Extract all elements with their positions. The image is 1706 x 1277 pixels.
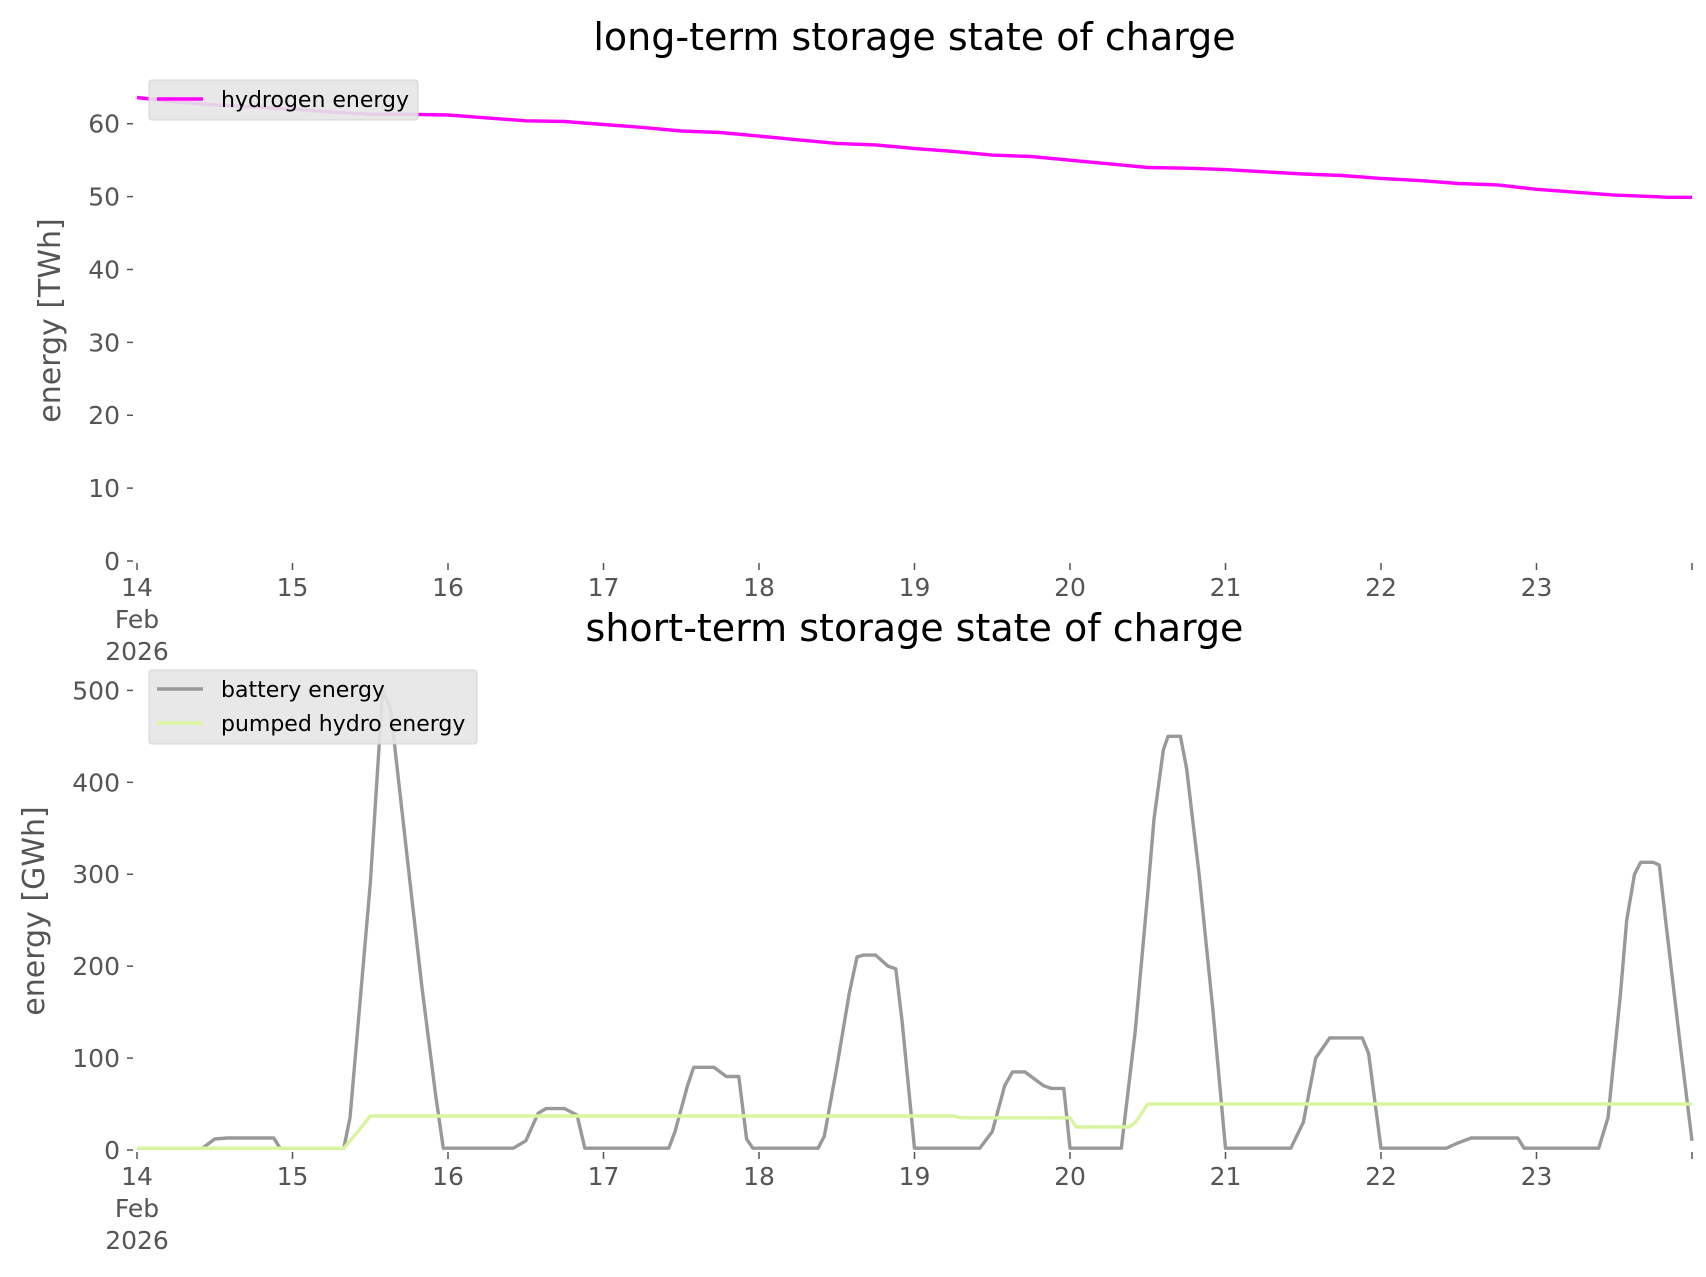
y-tick-label: 40	[88, 255, 120, 284]
y-tick-label: 400	[72, 768, 120, 797]
x-tick-label-line: 23	[1521, 573, 1553, 602]
x-tick-label: 20	[1054, 1162, 1086, 1191]
x-tick-label-line: 19	[899, 573, 931, 602]
x-tick-label: 18	[743, 1162, 775, 1191]
x-tick-label: 22	[1365, 1162, 1397, 1191]
x-tick-label-line: 21	[1210, 1162, 1242, 1191]
short-term-chart: short-term storage state of charge energy…	[17, 606, 1694, 1255]
x-tick-label: 23	[1521, 1162, 1553, 1191]
x-tick-label-line: 22	[1365, 1162, 1397, 1191]
x-tick-label-line: 2026	[105, 637, 169, 666]
legend-label: pumped hydro energy	[221, 712, 465, 737]
x-tick-label: 14 Feb 2026	[105, 573, 169, 666]
x-tick-label: 16	[432, 1162, 464, 1191]
x-tick-label-line: Feb	[115, 1194, 159, 1223]
x-tick-label: 14 Feb 2026	[105, 1162, 169, 1255]
y-axis-label: energy [TWh]	[33, 218, 68, 422]
x-tick-label-line: 21	[1210, 573, 1242, 602]
x-tick-label-line: 18	[743, 1162, 775, 1191]
x-tick-label: 19	[899, 573, 931, 602]
x-tick-label-line: 17	[588, 1162, 620, 1191]
x-tick-label: 15	[277, 573, 309, 602]
legend: battery energy pumped hydro energy	[148, 669, 478, 745]
x-tick-label-line: 23	[1521, 1162, 1553, 1191]
x-tick-label-line: 20	[1054, 1162, 1086, 1191]
x-tick-label: 22	[1365, 573, 1397, 602]
x-tick-label-line: 22	[1365, 573, 1397, 602]
x-tick-label-line: 15	[277, 573, 309, 602]
y-tick-label: 100	[72, 1044, 120, 1073]
y-tick-label: 500	[72, 676, 120, 705]
y-tick-label: 0	[104, 547, 120, 576]
legend-label: battery energy	[221, 678, 385, 703]
y-tick-label: 300	[72, 860, 120, 889]
x-tick-label: 18	[743, 573, 775, 602]
x-tick-label-line: Feb	[115, 605, 159, 634]
x-tick-label-line: 20	[1054, 573, 1086, 602]
y-tick-label: 0	[104, 1136, 120, 1165]
x-tick-label: 21	[1210, 573, 1242, 602]
y-tick-label: 50	[88, 183, 120, 212]
x-tick-label: 23	[1521, 573, 1553, 602]
legend-box	[148, 79, 419, 121]
x-tick-label-line: 16	[432, 573, 464, 602]
x-tick-label: 20	[1054, 573, 1086, 602]
y-tick-label: 200	[72, 952, 120, 981]
y-tick-label: 20	[88, 401, 120, 430]
y-axis-label: energy [GWh]	[17, 806, 52, 1015]
chart-title: long-term storage state of charge	[593, 15, 1235, 59]
x-tick-label-line: 14	[121, 573, 153, 602]
x-tick-label-line: 14	[121, 1162, 153, 1191]
x-tick-label-line: 16	[432, 1162, 464, 1191]
x-tick-label-line: 19	[899, 1162, 931, 1191]
chart-title: short-term storage state of charge	[586, 606, 1244, 650]
long-term-chart: long-term storage state of charge energy …	[33, 15, 1693, 666]
x-tick-label-line: 2026	[105, 1226, 169, 1255]
y-tick-label: 10	[88, 474, 120, 503]
x-tick-label: 15	[277, 1162, 309, 1191]
x-tick-label: 17	[588, 573, 620, 602]
series-line-pumped-hydro-energy	[137, 1102, 1692, 1150]
x-tick-label: 21	[1210, 1162, 1242, 1191]
series-line-battery-energy	[137, 688, 1694, 1150]
legend-box	[148, 669, 478, 745]
x-tick-label-line: 17	[588, 573, 620, 602]
x-tick-label-line: 15	[277, 1162, 309, 1191]
legend-label: hydrogen energy	[221, 88, 409, 113]
legend: hydrogen energy	[148, 79, 419, 121]
x-tick-label: 16	[432, 573, 464, 602]
x-tick-label: 17	[588, 1162, 620, 1191]
x-tick-label: 19	[899, 1162, 931, 1191]
x-tick-label-line: 18	[743, 573, 775, 602]
y-tick-label: 30	[88, 328, 120, 357]
y-tick-label: 60	[88, 110, 120, 139]
